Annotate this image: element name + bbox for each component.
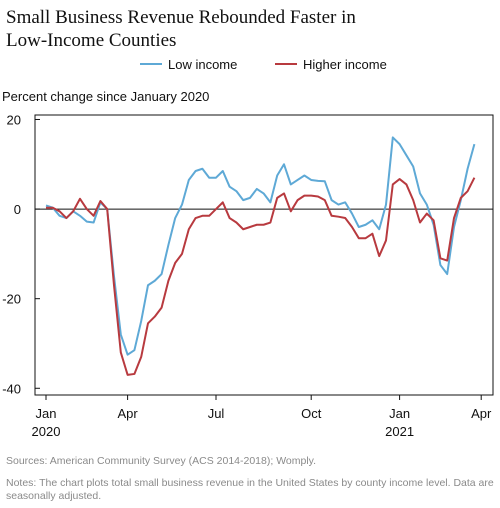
x-tick-label: Jan 2021 bbox=[385, 406, 414, 439]
plot-frame bbox=[34, 114, 494, 396]
series-line bbox=[46, 177, 476, 376]
x-tick-label: Apr bbox=[471, 406, 492, 421]
legend-label: Low income bbox=[168, 57, 237, 72]
y-tick-label: -40 bbox=[2, 381, 21, 396]
chart-title: Small Business Revenue Rebounded Faster … bbox=[6, 7, 356, 51]
x-tick-label-part: Jan bbox=[389, 406, 410, 421]
y-tick-label: -20 bbox=[2, 292, 21, 307]
x-tick-label: Jul bbox=[208, 406, 225, 421]
notes: Notes: The chart plots total small busin… bbox=[6, 477, 494, 502]
x-tick-label: Apr bbox=[117, 406, 138, 421]
x-tick-label: Oct bbox=[301, 406, 322, 421]
y-axis-label: Percent change since January 2020 bbox=[2, 89, 209, 104]
x-tick-label: Jan 2020 bbox=[32, 406, 61, 439]
y-tick-label: 20 bbox=[7, 112, 21, 127]
chart: Percent change since January 2020 -40 -20… bbox=[2, 57, 494, 439]
x-tick-label-part: 2021 bbox=[385, 424, 414, 439]
source: Sources: American Community Survey (ACS … bbox=[6, 455, 317, 467]
x-tick-label-part: Jan bbox=[36, 406, 57, 421]
x-tick-label-part: 2020 bbox=[32, 424, 61, 439]
series-line bbox=[45, 136, 476, 356]
legend-label: Higher income bbox=[303, 57, 387, 72]
y-tick-label: 0 bbox=[14, 202, 21, 217]
